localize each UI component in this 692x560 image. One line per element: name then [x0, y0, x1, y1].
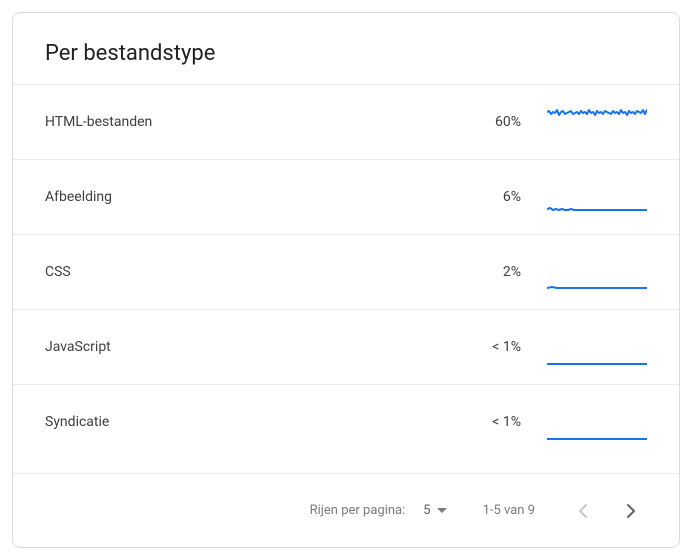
table-row[interactable]: Syndicatie< 1% [13, 384, 679, 459]
table-row[interactable]: HTML-bestanden60% [13, 84, 679, 159]
page-range: 1-5 van 9 [483, 503, 535, 518]
rows-container: HTML-bestanden60%Afbeelding6%CSS2%JavaSc… [13, 84, 679, 473]
sparkline [547, 252, 647, 292]
table-row[interactable]: Afbeelding6% [13, 159, 679, 234]
card-header: Per bestandstype [13, 13, 679, 84]
prev-page-button[interactable] [563, 491, 603, 531]
table-row[interactable]: CSS2% [13, 234, 679, 309]
row-value: 6% [469, 189, 529, 205]
table-pager: Rijen per pagina: 5 1-5 van 9 [13, 473, 679, 547]
row-value: < 1% [469, 339, 529, 355]
rows-per-page-value: 5 [423, 503, 430, 518]
row-label: CSS [45, 264, 469, 280]
rows-per-page-select[interactable]: 5 [423, 503, 446, 518]
chevron-left-icon [578, 503, 588, 519]
row-label: HTML-bestanden [45, 114, 469, 130]
file-type-card: Per bestandstype HTML-bestanden60%Afbeel… [12, 12, 680, 548]
sparkline [547, 402, 647, 442]
sparkline [547, 177, 647, 217]
sparkline [547, 327, 647, 367]
next-page-button[interactable] [611, 491, 651, 531]
row-label: JavaScript [45, 339, 469, 355]
row-value: 60% [469, 114, 529, 130]
table-row[interactable]: JavaScript< 1% [13, 309, 679, 384]
row-label: Afbeelding [45, 189, 469, 205]
row-label: Syndicatie [45, 414, 469, 430]
row-value: 2% [469, 264, 529, 280]
chevron-down-icon [437, 508, 447, 513]
rows-per-page-label: Rijen per pagina: [310, 503, 406, 518]
sparkline [547, 102, 647, 142]
card-title: Per bestandstype [45, 41, 647, 66]
row-value: < 1% [469, 414, 529, 430]
chevron-right-icon [626, 503, 636, 519]
